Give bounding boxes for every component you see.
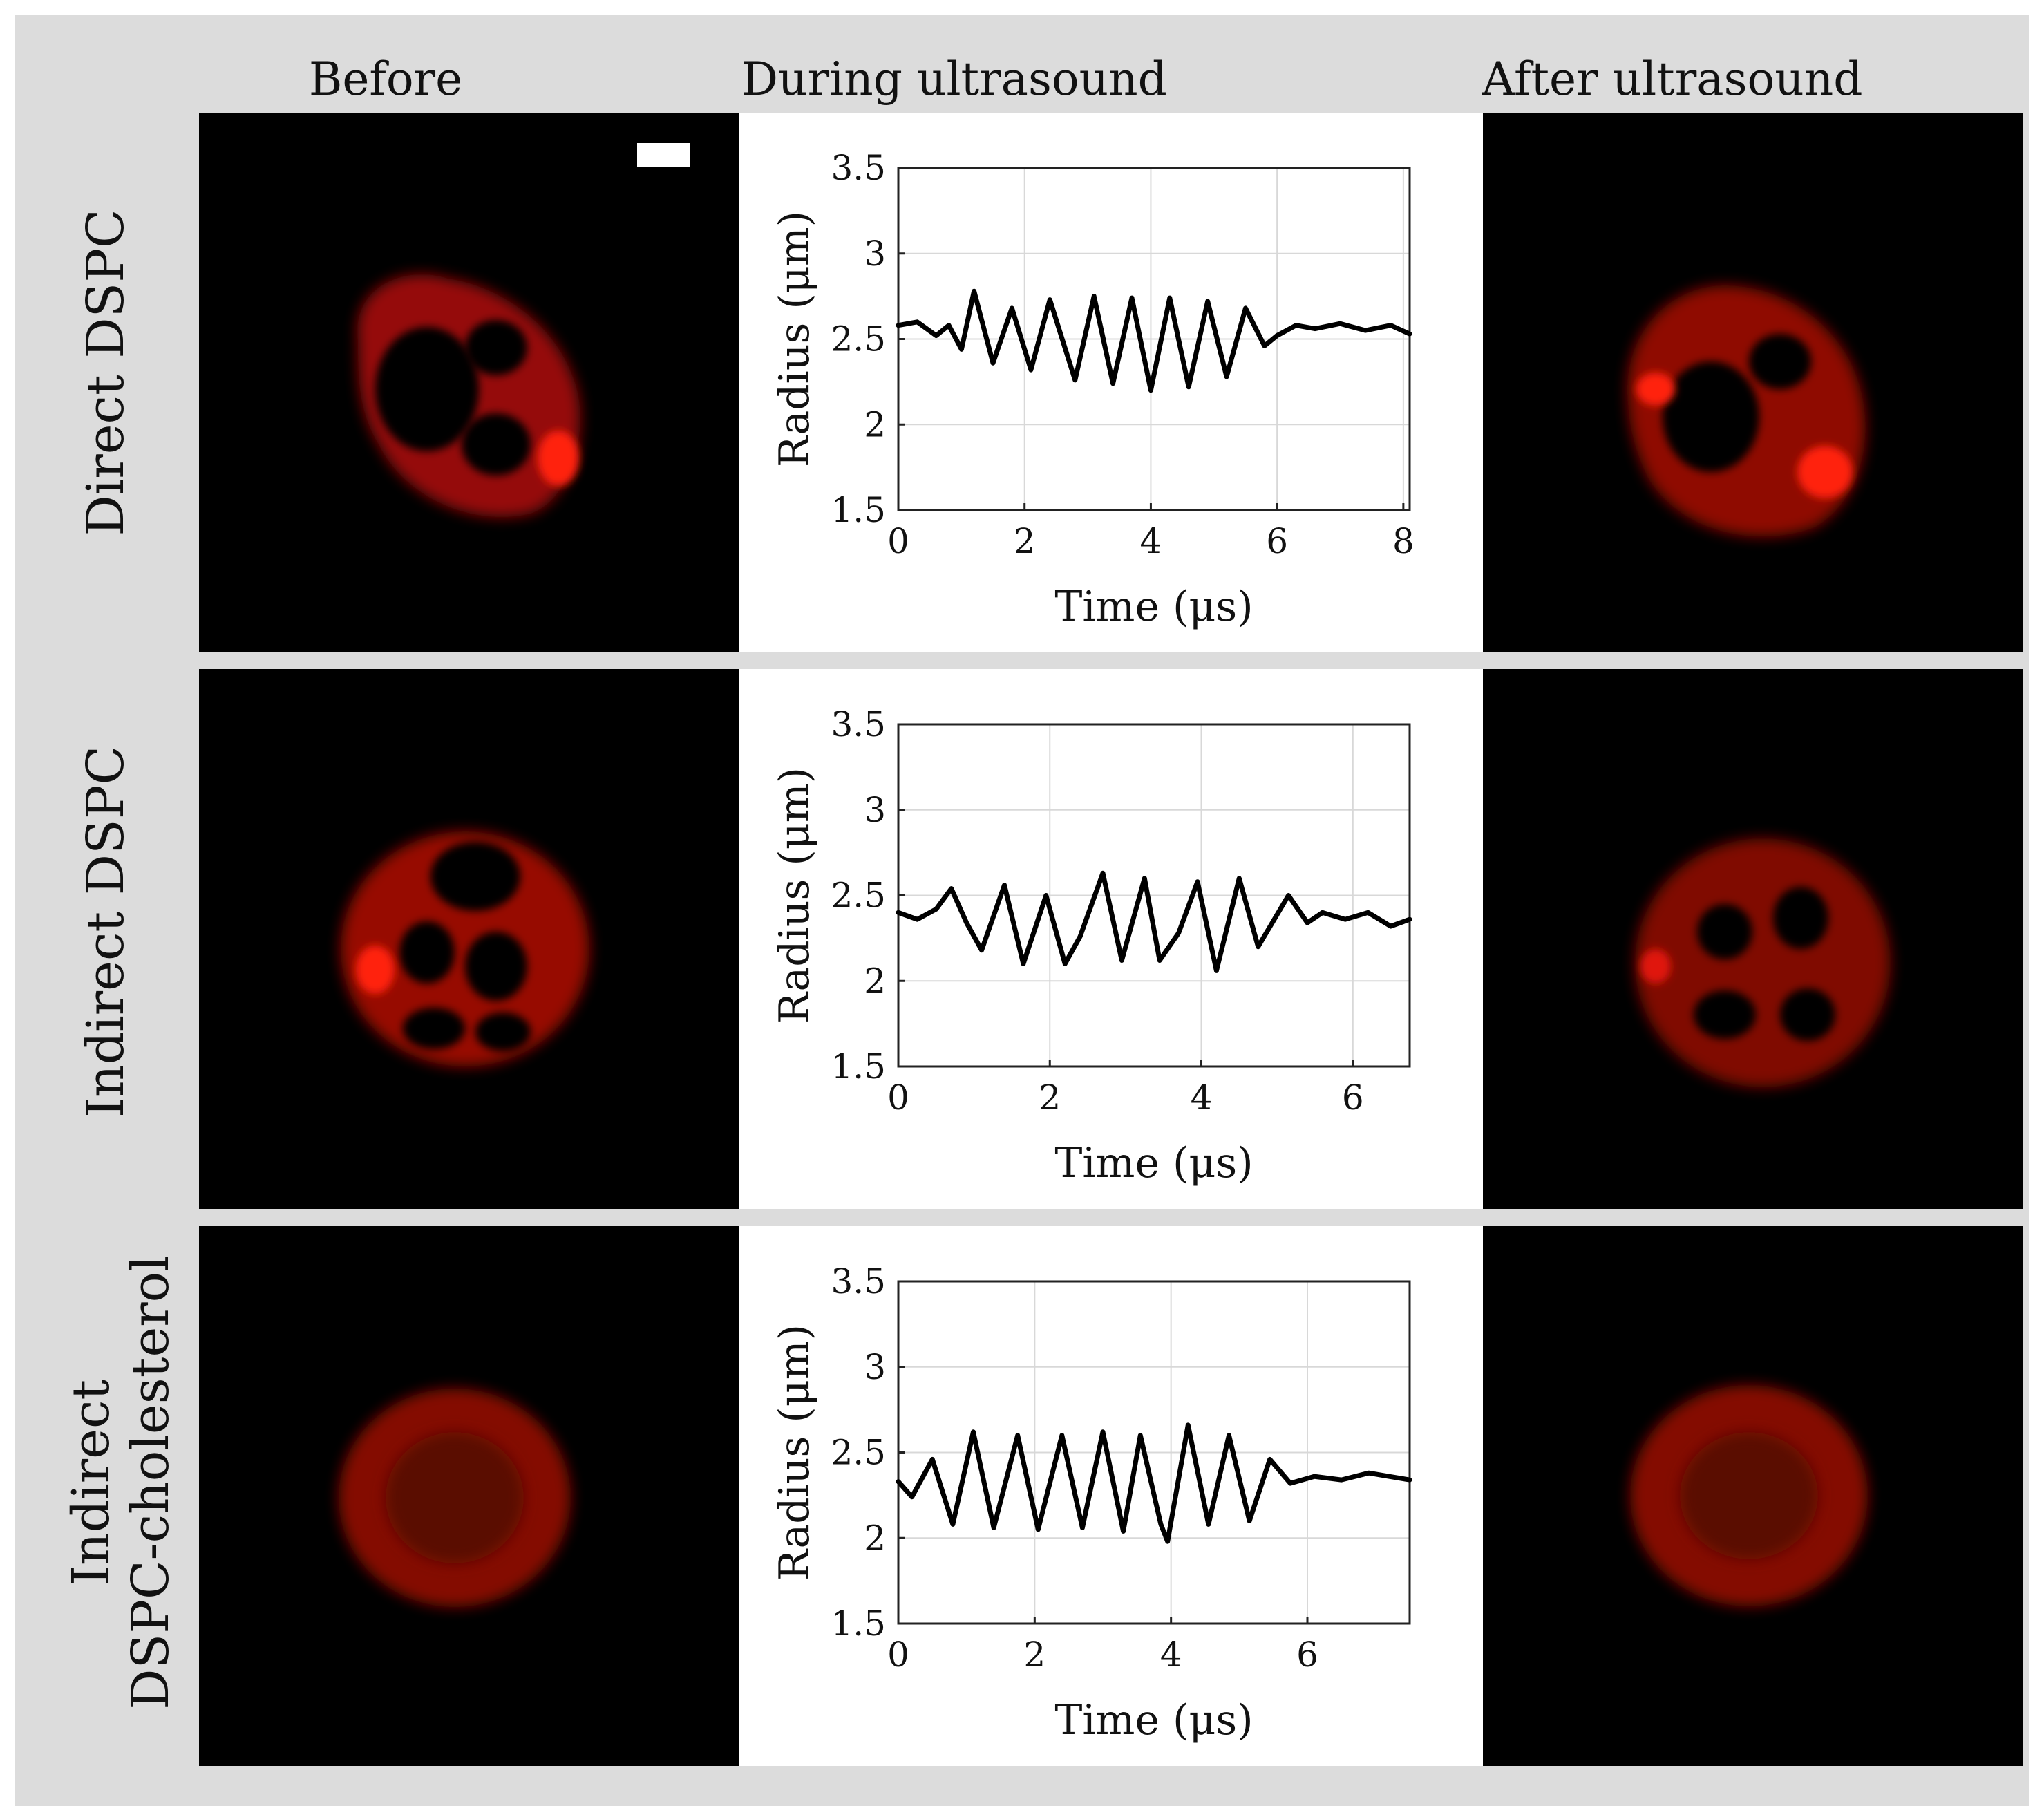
- y-tick-label: 3.5: [831, 1261, 886, 1301]
- x-tick-label: 2: [1039, 1078, 1061, 1118]
- x-tick-label: 0: [887, 1078, 909, 1118]
- microbubble-image: [341, 831, 589, 1066]
- chart-panel-indirect-dspc-cholesterol: 0 2 4 6 1.5 2 2.5 3 3.5 Time (μs) Radius (μm): [739, 1226, 1483, 1766]
- micrograph-cholesterol-before: [199, 1226, 739, 1766]
- y-tick-label: 2: [864, 404, 886, 444]
- y-axis-label: Radius (μm): [770, 1324, 819, 1581]
- y-tick-label: 2.5: [831, 876, 886, 916]
- row-label-line: Indirect DSPC: [76, 745, 135, 1118]
- row-label-direct-dspc: Direct DSPC: [76, 96, 135, 649]
- row-label-indirect-dspc-cholesterol: Indirect DSPC-cholesterol: [61, 1206, 180, 1759]
- y-tick-label: 3: [864, 790, 886, 830]
- x-tick-label: 2: [1014, 521, 1036, 561]
- y-tick-label: 2.5: [831, 1433, 886, 1473]
- row-label-line: Indirect: [61, 1379, 121, 1586]
- x-tick-label: 4: [1191, 1078, 1213, 1118]
- y-tick-label: 3: [864, 1347, 886, 1387]
- column-header-during: During ultrasound: [741, 53, 1167, 106]
- x-tick-label: 0: [887, 521, 909, 561]
- micrograph-indirect-before: [199, 669, 739, 1209]
- y-axis-label: Radius (μm): [770, 767, 819, 1024]
- microbubble-image: [339, 1389, 571, 1607]
- x-tick-label: 6: [1342, 1078, 1364, 1118]
- row-label-line: Direct DSPC: [76, 209, 135, 536]
- micrograph-indirect-after: [1483, 669, 2023, 1209]
- column-header-before: Before ultrasound: [261, 53, 511, 182]
- x-axis-label: Time (μs): [1054, 1696, 1253, 1744]
- x-axis-label: Time (μs): [1054, 583, 1253, 631]
- micrograph-cholesterol-after: [1483, 1226, 2023, 1766]
- column-header-after: After ultrasound: [1482, 53, 1863, 106]
- row-label-line: DSPC-cholesterol: [121, 1255, 180, 1710]
- radius-time-chart: 0 2 4 6 1.5 2 2.5 3 3.5 Time (μs) Radius (μm): [770, 704, 1412, 1187]
- y-tick-label: 2: [864, 1518, 886, 1558]
- x-tick-label: 0: [887, 1635, 909, 1675]
- y-tick-label: 1.5: [831, 1046, 886, 1087]
- scale-bar: [637, 143, 690, 167]
- chart-panel-direct-dspc: 0 2 4 6 8 1.5 2 2.5 3 3.5 Time (μs) Radius (μm): [739, 113, 1483, 652]
- microbubble-image: [357, 143, 690, 518]
- y-tick-label: 2: [864, 961, 886, 1001]
- x-tick-label: 6: [1266, 521, 1288, 561]
- y-axis-label: Radius (μm): [770, 211, 819, 467]
- radius-trace-line: [896, 1422, 1412, 1544]
- x-tick-label: 6: [1296, 1635, 1318, 1675]
- radius-time-chart: 0 2 4 6 8 1.5 2 2.5 3 3.5 Time (μs) Radius (μm): [770, 148, 1414, 631]
- x-tick-label: 4: [1140, 521, 1162, 561]
- radius-trace-line: [896, 288, 1412, 393]
- radius-time-chart: 0 2 4 6 1.5 2 2.5 3 3.5 Time (μs) Radius (μm): [770, 1261, 1412, 1744]
- y-tick-label: 3: [864, 234, 886, 274]
- chart-panel-indirect-dspc: 0 2 4 6 1.5 2 2.5 3 3.5 Time (μs) Radius (μm): [739, 669, 1483, 1209]
- x-axis-label: Time (μs): [1054, 1139, 1253, 1187]
- x-tick-label: 4: [1160, 1635, 1182, 1675]
- x-tick-label: 8: [1392, 521, 1414, 561]
- y-tick-label: 1.5: [831, 1603, 886, 1644]
- micrograph-direct-after: [1483, 113, 2023, 652]
- radius-trace-line: [896, 870, 1412, 973]
- micrograph-direct-before: [199, 113, 739, 652]
- microbubble-image: [1627, 285, 1866, 537]
- y-tick-label: 3.5: [831, 704, 886, 744]
- y-tick-label: 1.5: [831, 490, 886, 530]
- y-tick-label: 2.5: [831, 319, 886, 359]
- microbubble-image: [1630, 1385, 1868, 1606]
- row-label-indirect-dspc: Indirect DSPC: [76, 655, 135, 1208]
- figure-frame: Before ultrasound During ultrasound Afte…: [15, 15, 2029, 1806]
- x-tick-label: 2: [1023, 1635, 1045, 1675]
- microbubble-image: [1635, 838, 1891, 1087]
- y-tick-label: 3.5: [831, 148, 886, 188]
